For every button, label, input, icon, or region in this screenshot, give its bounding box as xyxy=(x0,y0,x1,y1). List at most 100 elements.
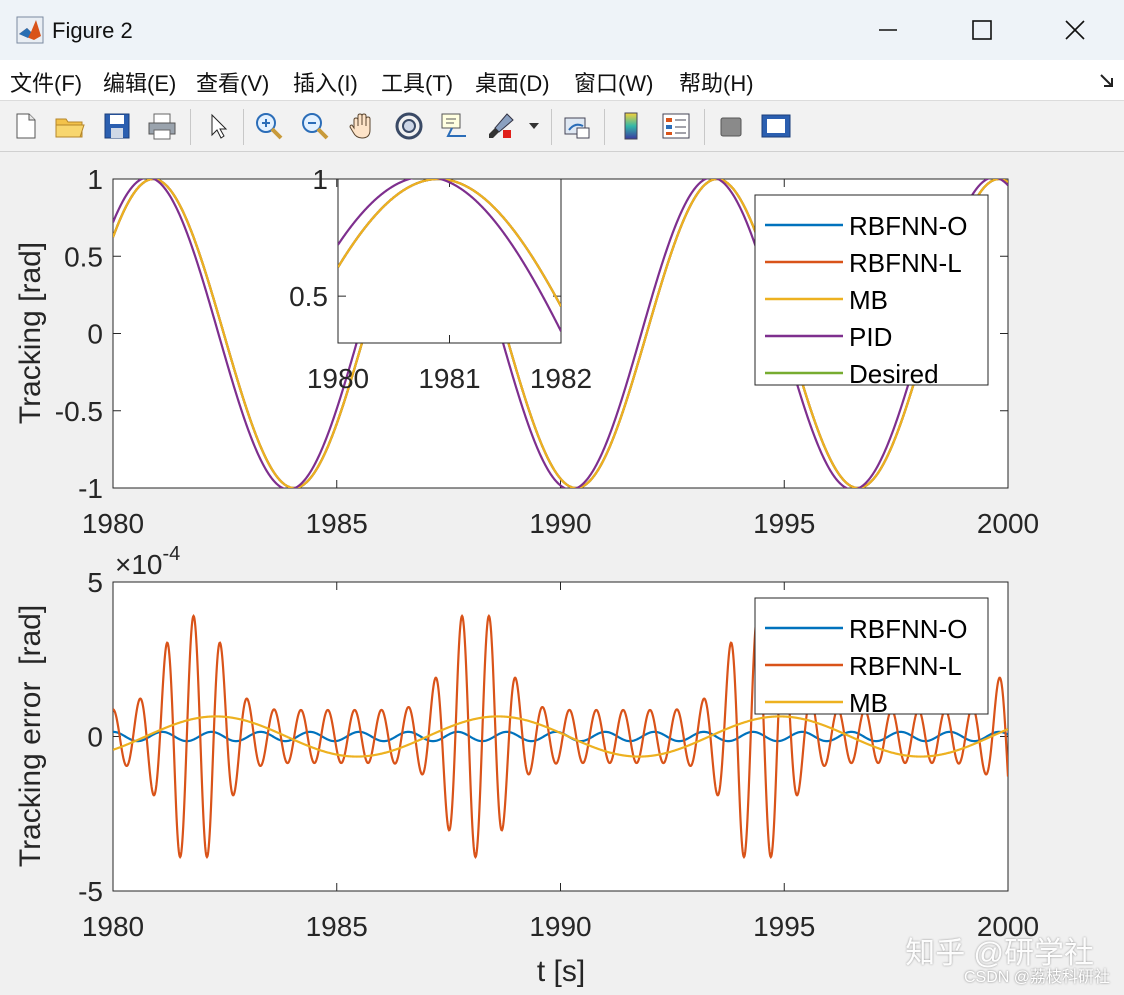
x-tick-label-2000: 2000 xyxy=(977,911,1039,942)
data-cursor-button[interactable] xyxy=(435,107,473,145)
matlab-logo-icon xyxy=(16,16,44,44)
toolbar-separator xyxy=(551,109,552,145)
figure-toolbar xyxy=(0,101,1124,152)
zoom-out-icon xyxy=(302,113,329,140)
zoom-in-button[interactable] xyxy=(250,107,288,145)
link-plot-button[interactable] xyxy=(558,107,596,145)
y-tick-label-5: 5 xyxy=(87,567,103,598)
y-tick-label--5: -5 xyxy=(78,876,103,907)
brush-dropdown[interactable] xyxy=(524,107,544,145)
menu-file[interactable]: 文件(F) xyxy=(10,71,83,96)
maximize-icon xyxy=(972,20,992,40)
tracking-ticks: 1980 1985 1990 1995 2000 -1 -0.5 0 0.5 1 xyxy=(55,164,1039,539)
legend-label-rbfnn-l: RBFNN-L xyxy=(849,651,962,681)
error-legend: RBFNN-O RBFNN-L MB xyxy=(754,597,989,718)
tracking-lines xyxy=(113,179,1008,488)
y-multiplier-text: ×10 xyxy=(115,549,163,580)
error-axes: 1980 1985 1990 1995 2000 -5 0 5 Tracking error … xyxy=(14,543,1039,988)
y-tick-label-0: 0 xyxy=(87,722,103,753)
window-title: Figure 2 xyxy=(52,18,133,43)
legend-label-rbfnn-o: RBFNN-O xyxy=(849,211,967,241)
series-line-mb xyxy=(338,179,561,307)
x-tick-label-1982: 1982 xyxy=(530,363,592,394)
series-line-rbfnn-l xyxy=(113,614,1008,859)
rotate-3d-icon xyxy=(395,112,423,140)
error-legend-box xyxy=(754,597,989,715)
legend-label-desired: Desired xyxy=(849,359,939,389)
link-plot-icon xyxy=(564,117,590,139)
y-tick-label--0.5: -0.5 xyxy=(55,396,103,427)
y-tick-label-0: 0 xyxy=(87,319,103,350)
series-line-pid xyxy=(338,179,561,332)
series-line-pid xyxy=(113,179,1008,488)
rotate-button[interactable] xyxy=(390,107,428,145)
toolbar-separator xyxy=(604,109,605,145)
figure-canvas: 1980 1985 1990 1995 2000 -1 -0.5 0 0.5 1 Tracking… xyxy=(14,164,1039,988)
maximize-button[interactable] xyxy=(962,14,1002,46)
menu-edit[interactable]: 编辑(E) xyxy=(103,71,177,96)
legend-label-mb: MB xyxy=(849,285,888,315)
title-bar: Figure 2 xyxy=(0,0,1124,60)
y-exponent-label: ×10-4 xyxy=(115,543,180,580)
watermark-csdn: CSDN @荔枝科研社 xyxy=(963,969,1110,986)
colorbar-button[interactable] xyxy=(612,107,650,145)
legend-label-mb: MB xyxy=(849,688,888,718)
save-button[interactable] xyxy=(98,107,136,145)
tracking-ylabel: Tracking [rad] xyxy=(14,242,47,424)
menu-insert[interactable]: 插入(I) xyxy=(293,71,358,96)
dock-arrow-icon[interactable] xyxy=(1098,72,1116,90)
minimize-button[interactable] xyxy=(868,14,908,46)
colorbar-icon xyxy=(624,112,638,140)
toolbar-separator xyxy=(243,109,244,145)
x-tick-label-1985: 1985 xyxy=(306,911,368,942)
y-exponent-text: -4 xyxy=(163,543,181,565)
brush-icon xyxy=(489,113,514,138)
legend-icon xyxy=(662,113,690,139)
pointer-icon xyxy=(211,113,228,139)
menu-window[interactable]: 窗口(W) xyxy=(574,71,654,96)
close-button[interactable] xyxy=(1055,14,1095,46)
x-tick-label-1990: 1990 xyxy=(529,911,591,942)
menu-bar: 文件(F) 编辑(E) 查看(V) 插入(I) 工具(T) 桌面(D) 窗口(W… xyxy=(0,60,1124,101)
x-tick-label-1995: 1995 xyxy=(753,508,815,539)
zoom-out-button[interactable] xyxy=(296,107,334,145)
menu-desktop[interactable]: 桌面(D) xyxy=(475,71,550,96)
inset-ticks: 1980 1981 1982 0.5 1 xyxy=(289,164,592,394)
pointer-button[interactable] xyxy=(198,107,236,145)
print-button[interactable] xyxy=(143,107,181,145)
menu-tools[interactable]: 工具(T) xyxy=(381,71,454,96)
zoom-in-icon xyxy=(256,113,283,140)
menu-help[interactable]: 帮助(H) xyxy=(679,71,754,96)
toolbar-separator xyxy=(190,109,191,145)
pan-hand-icon xyxy=(349,113,371,139)
minimize-icon xyxy=(879,29,897,31)
inset-plot-area xyxy=(337,178,562,344)
open-folder-icon xyxy=(55,118,85,138)
hide-plot-tools-button[interactable] xyxy=(712,107,750,145)
x-tick-label-1980: 1980 xyxy=(307,363,369,394)
legend-button[interactable] xyxy=(657,107,695,145)
x-tick-label-2000: 2000 xyxy=(977,508,1039,539)
y-tick-label--1: -1 xyxy=(78,473,103,504)
error-lines xyxy=(113,614,1008,859)
pan-button[interactable] xyxy=(343,107,381,145)
x-tick-label-1981: 1981 xyxy=(418,363,480,394)
x-tick-label-1985: 1985 xyxy=(306,508,368,539)
y-tick-label-0.5: 0.5 xyxy=(289,281,328,312)
data-cursor-icon xyxy=(441,113,466,137)
tracking-axes: 1980 1985 1990 1995 2000 -1 -0.5 0 0.5 1 Tracking… xyxy=(14,164,1039,539)
legend-label-rbfnn-o: RBFNN-O xyxy=(849,614,967,644)
show-plot-tools-button[interactable] xyxy=(757,107,795,145)
chevron-down-icon xyxy=(529,123,539,129)
y-tick-label-0.5: 0.5 xyxy=(64,241,103,272)
error-ticks: 1980 1985 1990 1995 2000 -5 0 5 xyxy=(78,567,1039,942)
y-tick-label-1: 1 xyxy=(87,164,103,195)
open-button[interactable] xyxy=(51,107,89,145)
save-icon xyxy=(104,113,130,139)
inset-lines xyxy=(338,179,561,332)
new-figure-button[interactable] xyxy=(6,107,44,145)
brush-button[interactable] xyxy=(482,107,520,145)
legend-label-pid: PID xyxy=(849,322,892,352)
error-ylabel: Tracking error [rad] xyxy=(14,605,47,867)
menu-view[interactable]: 查看(V) xyxy=(196,71,270,96)
